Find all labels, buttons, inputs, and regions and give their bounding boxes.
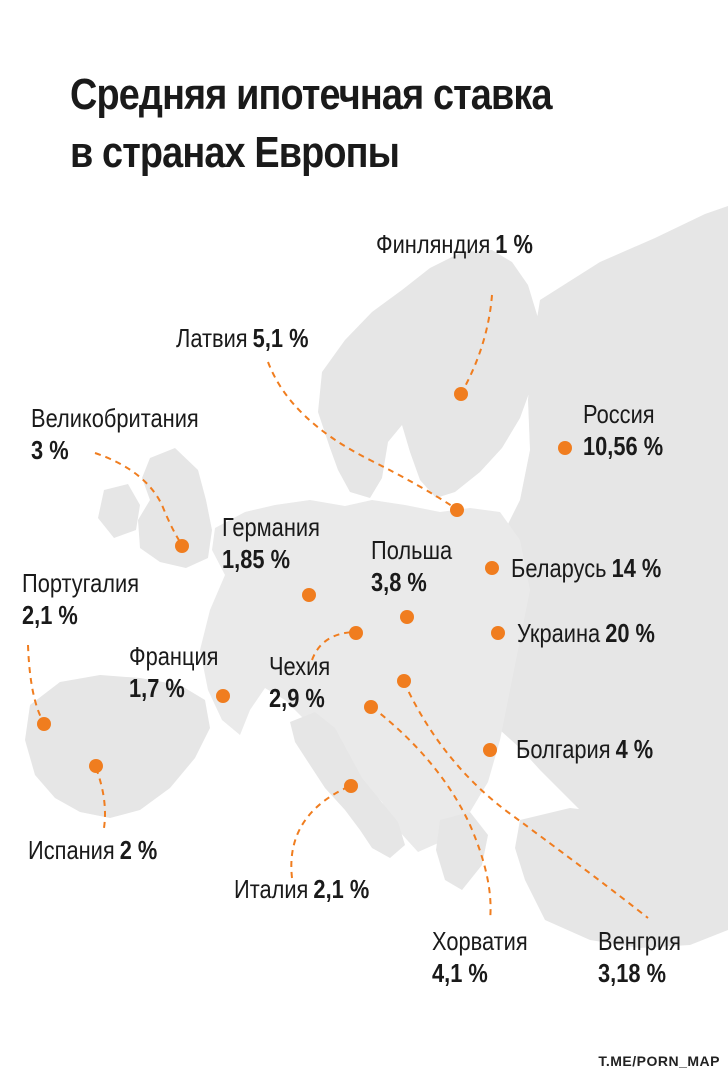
country-name: Франция — [129, 641, 219, 671]
marker-germany — [302, 588, 316, 602]
marker-france — [216, 689, 230, 703]
label-france: Франция 1,7 % — [129, 640, 218, 704]
marker-ukraine — [491, 626, 505, 640]
country-rate: 2 % — [119, 835, 158, 865]
country-rate: 2,9 % — [269, 683, 325, 713]
marker-czechia — [349, 626, 363, 640]
label-poland: Польша 3,8 % — [371, 534, 452, 598]
country-rate: 4 % — [615, 734, 654, 764]
country-rate: 1,7 % — [129, 673, 185, 703]
country-markers — [37, 387, 572, 793]
country-name: Болгария — [516, 734, 611, 764]
country-name: Беларусь — [511, 553, 607, 583]
country-name: Россия — [583, 399, 655, 429]
marker-russia — [558, 441, 572, 455]
country-rate: 10,56 % — [583, 431, 664, 461]
label-spain: Испания 2 % — [28, 834, 157, 866]
label-belarus: Беларусь 14 % — [511, 552, 661, 584]
land-turkey — [515, 808, 728, 948]
country-name: Великобритания — [31, 403, 199, 433]
country-rate: 5,1 % — [252, 323, 309, 353]
land-masses — [25, 206, 728, 948]
country-name: Украина — [517, 618, 601, 648]
country-rate: 2,1 % — [22, 600, 78, 630]
country-rate: 2,1 % — [313, 874, 370, 904]
source-credit: T.ME/PORN_MAP — [598, 1053, 720, 1069]
label-uk: Великобритания 3 % — [31, 402, 199, 466]
marker-spain — [89, 759, 103, 773]
country-name: Чехия — [269, 651, 331, 681]
label-czechia: Чехия 2,9 % — [269, 650, 330, 714]
marker-hungary — [397, 674, 411, 688]
country-name: Испания — [28, 835, 115, 865]
country-rate: 14 % — [611, 553, 662, 583]
country-name: Италия — [234, 874, 309, 904]
country-name: Хорватия — [432, 926, 528, 956]
label-portugal: Португалия 2,1 % — [22, 567, 139, 631]
country-rate: 3,18 % — [598, 958, 667, 988]
country-name: Финляндия — [376, 229, 491, 259]
label-italy: Италия 2,1 % — [234, 873, 369, 905]
land-iberia — [25, 675, 210, 818]
marker-finland — [454, 387, 468, 401]
land-great-britain — [138, 448, 212, 568]
country-rate: 3 % — [31, 435, 69, 465]
land-continent — [200, 500, 530, 852]
marker-bulgaria — [483, 743, 497, 757]
country-name: Венгрия — [598, 926, 681, 956]
land-ireland — [98, 484, 140, 538]
country-rate: 20 % — [605, 618, 655, 648]
leader-line-italy — [290, 785, 351, 879]
label-latvia: Латвия 5,1 % — [176, 322, 309, 354]
country-name: Германия — [222, 512, 320, 542]
country-rate: 4,1 % — [432, 958, 488, 988]
marker-portugal — [37, 717, 51, 731]
country-rate: 1 % — [495, 229, 533, 259]
title-line-2: в странах Европы — [70, 128, 400, 177]
marker-uk — [175, 539, 189, 553]
land-greece — [436, 812, 488, 890]
country-name: Польша — [371, 535, 453, 565]
country-name: Португалия — [22, 568, 140, 598]
label-bulgaria: Болгария 4 % — [516, 733, 653, 765]
country-name: Латвия — [176, 323, 248, 353]
label-germany: Германия 1,85 % — [222, 511, 320, 575]
marker-belarus — [485, 561, 499, 575]
leader-line-uk — [94, 452, 183, 546]
label-finland: Финляндия 1 % — [376, 228, 533, 260]
leader-line-spain — [95, 767, 106, 829]
label-russia: Россия 10,56 % — [583, 398, 663, 462]
leader-line-finland — [461, 294, 493, 393]
marker-latvia — [450, 503, 464, 517]
leader-line-hungary — [403, 681, 649, 919]
map-title: Средняя ипотечная ставка в странах Европ… — [70, 66, 553, 182]
marker-croatia — [364, 700, 378, 714]
title-line-1: Средняя ипотечная ставка — [70, 70, 553, 119]
land-scandinavia — [318, 250, 540, 498]
label-croatia: Хорватия 4,1 % — [432, 925, 528, 989]
leader-line-latvia — [267, 361, 456, 509]
marker-italy — [344, 779, 358, 793]
leader-line-portugal — [27, 644, 45, 724]
leader-line-croatia — [371, 706, 492, 921]
marker-poland — [400, 610, 414, 624]
country-rate: 1,85 % — [222, 544, 291, 574]
label-ukraine: Украина 20 % — [517, 617, 655, 649]
land-russia — [470, 206, 728, 892]
country-rate: 3,8 % — [371, 567, 427, 597]
label-hungary: Венгрия 3,18 % — [598, 925, 681, 989]
